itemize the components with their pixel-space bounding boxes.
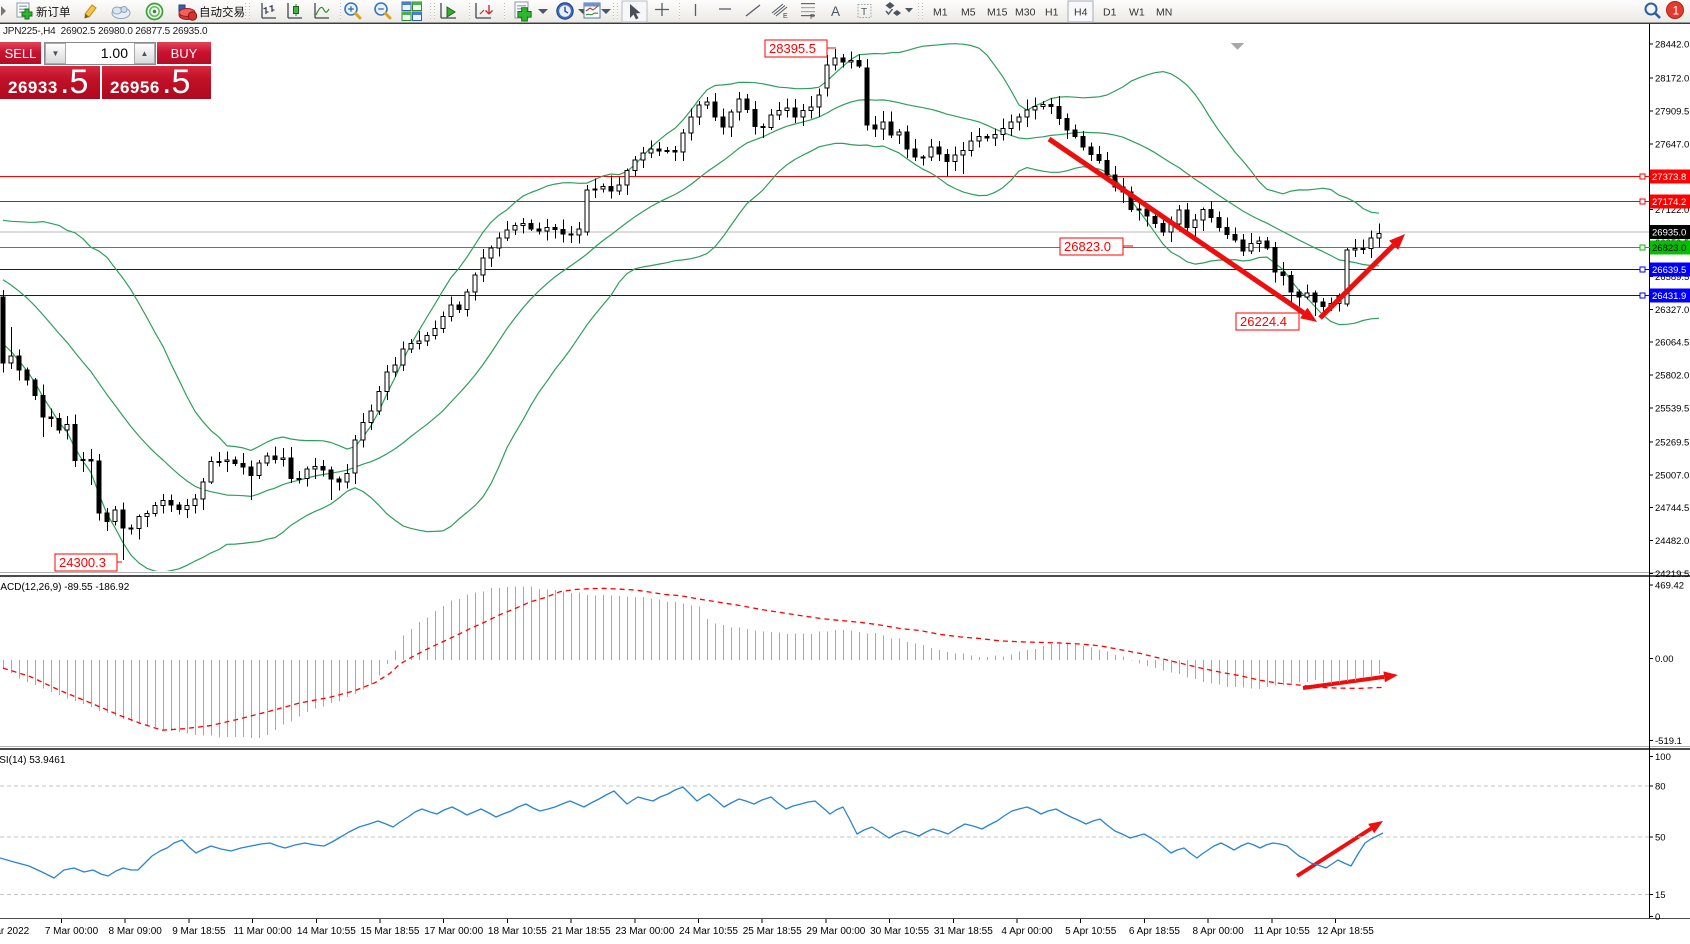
svg-text:26639.5: 26639.5 xyxy=(1652,265,1686,276)
svg-text:11 Apr 10:55: 11 Apr 10:55 xyxy=(1254,926,1310,937)
svg-text:9 Mar 18:55: 9 Mar 18:55 xyxy=(172,926,226,937)
svg-text:24300.3: 24300.3 xyxy=(59,555,106,570)
svg-text:26224.4: 26224.4 xyxy=(1240,314,1287,329)
svg-text:28395.5: 28395.5 xyxy=(769,41,816,56)
svg-text:23 Mar 00:00: 23 Mar 00:00 xyxy=(615,926,674,937)
svg-text:0: 0 xyxy=(1655,912,1660,923)
svg-text:28442.0: 28442.0 xyxy=(1655,40,1689,51)
svg-text:M5: M5 xyxy=(961,7,976,19)
svg-text:28172.0: 28172.0 xyxy=(1655,74,1689,85)
svg-text:26327.0: 26327.0 xyxy=(1655,305,1689,316)
svg-text:F: F xyxy=(810,12,815,21)
svg-text:15 Mar 18:55: 15 Mar 18:55 xyxy=(361,926,420,937)
svg-text:12 Apr 18:55: 12 Apr 18:55 xyxy=(1317,926,1374,937)
svg-text:21 Mar 18:55: 21 Mar 18:55 xyxy=(552,926,611,937)
svg-text:15: 15 xyxy=(1655,890,1666,901)
svg-text:100: 100 xyxy=(1655,752,1671,763)
svg-text:29 Mar 00:00: 29 Mar 00:00 xyxy=(806,926,865,937)
svg-text:26823.0: 26823.0 xyxy=(1652,243,1686,254)
svg-text:新订单: 新订单 xyxy=(36,5,71,19)
svg-text:8 Apr 00:00: 8 Apr 00:00 xyxy=(1193,926,1245,937)
svg-text:W1: W1 xyxy=(1129,7,1145,19)
svg-text:26431.9: 26431.9 xyxy=(1652,291,1686,302)
svg-text:JPN225-,H4 26902.5 26980.0 26: JPN225-,H4 26902.5 26980.0 26877.5 26935… xyxy=(3,26,208,37)
svg-text:7 Mar 00:00: 7 Mar 00:00 xyxy=(45,926,99,937)
svg-text:-519.1: -519.1 xyxy=(1655,736,1682,747)
svg-text:27373.8: 27373.8 xyxy=(1652,172,1686,183)
svg-text:0.00: 0.00 xyxy=(1655,654,1674,665)
svg-text:E: E xyxy=(783,13,788,20)
svg-text:26935.0: 26935.0 xyxy=(1652,228,1686,239)
svg-text:M15: M15 xyxy=(987,7,1008,19)
svg-text:24744.5: 24744.5 xyxy=(1655,503,1689,514)
svg-text:469.42: 469.42 xyxy=(1655,581,1684,592)
svg-text:6 Apr 18:55: 6 Apr 18:55 xyxy=(1129,926,1181,937)
svg-text:A: A xyxy=(831,4,840,19)
svg-text:RSI(14) 53.9461: RSI(14) 53.9461 xyxy=(0,755,66,766)
svg-text:18 Mar 10:55: 18 Mar 10:55 xyxy=(488,926,547,937)
svg-text:27909.5: 27909.5 xyxy=(1655,106,1689,117)
svg-text:14 Mar 10:55: 14 Mar 10:55 xyxy=(297,926,356,937)
svg-text:8 Mar 09:00: 8 Mar 09:00 xyxy=(109,926,163,937)
svg-text:M1: M1 xyxy=(933,7,948,19)
svg-text:24219.5: 24219.5 xyxy=(1655,569,1689,580)
svg-text:80: 80 xyxy=(1655,782,1666,793)
svg-text:26589.5: 26589.5 xyxy=(1655,272,1689,283)
svg-text:50: 50 xyxy=(1655,832,1666,843)
svg-text:4 Apr 00:00: 4 Apr 00:00 xyxy=(1001,926,1053,937)
svg-text:1: 1 xyxy=(1673,4,1680,18)
svg-text:MACD(12,26,9) -89.55 -186.92: MACD(12,26,9) -89.55 -186.92 xyxy=(0,582,130,593)
svg-text:5 Apr 10:55: 5 Apr 10:55 xyxy=(1065,926,1117,937)
svg-text:30 Mar 10:55: 30 Mar 10:55 xyxy=(870,926,929,937)
svg-text:11 Mar 00:00: 11 Mar 00:00 xyxy=(234,926,293,937)
svg-text:25802.0: 25802.0 xyxy=(1655,371,1689,382)
svg-text:25539.5: 25539.5 xyxy=(1655,404,1689,415)
svg-text:27174.2: 27174.2 xyxy=(1652,197,1686,208)
svg-text:27122.0: 27122.0 xyxy=(1655,205,1689,216)
svg-text:25007.0: 25007.0 xyxy=(1655,470,1689,481)
svg-text:D1: D1 xyxy=(1103,7,1117,19)
svg-text:MN: MN xyxy=(1156,7,1172,19)
svg-text:24482.0: 24482.0 xyxy=(1655,536,1689,547)
svg-text:27647.0: 27647.0 xyxy=(1655,139,1689,150)
svg-text:Mar 2022: Mar 2022 xyxy=(0,926,30,937)
svg-text:17 Mar 00:00: 17 Mar 00:00 xyxy=(424,926,483,937)
svg-text:24 Mar 10:55: 24 Mar 10:55 xyxy=(679,926,738,937)
svg-text:自动交易: 自动交易 xyxy=(199,5,245,19)
svg-text:T: T xyxy=(861,7,867,18)
svg-text:25269.5: 25269.5 xyxy=(1655,437,1689,448)
svg-text:25 Mar 18:55: 25 Mar 18:55 xyxy=(743,926,802,937)
svg-text:M30: M30 xyxy=(1015,7,1036,19)
svg-text:26064.5: 26064.5 xyxy=(1655,338,1689,349)
svg-text:H1: H1 xyxy=(1045,7,1059,19)
svg-text:H4: H4 xyxy=(1074,7,1088,19)
svg-text:31 Mar 18:55: 31 Mar 18:55 xyxy=(934,926,993,937)
svg-text:26823.0: 26823.0 xyxy=(1064,239,1111,254)
